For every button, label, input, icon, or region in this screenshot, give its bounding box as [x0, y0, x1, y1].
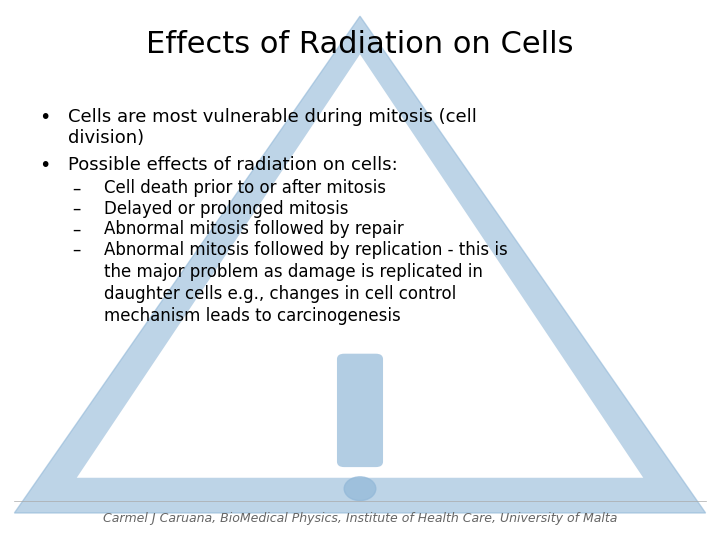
Text: –: –: [72, 241, 81, 259]
Text: Cells are most vulnerable during mitosis (cell: Cells are most vulnerable during mitosis…: [68, 108, 477, 126]
Text: division): division): [68, 129, 145, 146]
Text: Abnormal mitosis followed by repair: Abnormal mitosis followed by repair: [104, 220, 404, 238]
Text: –: –: [72, 220, 81, 238]
Text: –: –: [72, 200, 81, 218]
Text: Cell death prior to or after mitosis: Cell death prior to or after mitosis: [104, 179, 387, 197]
Text: •: •: [40, 108, 51, 127]
Text: •: •: [40, 156, 51, 174]
Text: Delayed or prolonged mitosis: Delayed or prolonged mitosis: [104, 200, 349, 218]
Text: Effects of Radiation on Cells: Effects of Radiation on Cells: [146, 30, 574, 59]
Polygon shape: [14, 16, 706, 513]
Text: –: –: [72, 179, 81, 197]
Circle shape: [344, 477, 376, 501]
FancyBboxPatch shape: [337, 354, 383, 467]
Polygon shape: [77, 55, 643, 478]
Text: Abnormal mitosis followed by replication - this is
the major problem as damage i: Abnormal mitosis followed by replication…: [104, 241, 508, 326]
Text: Possible effects of radiation on cells:: Possible effects of radiation on cells:: [68, 156, 398, 173]
Text: Carmel J Caruana, BioMedical Physics, Institute of Health Care, University of Ma: Carmel J Caruana, BioMedical Physics, In…: [103, 512, 617, 525]
